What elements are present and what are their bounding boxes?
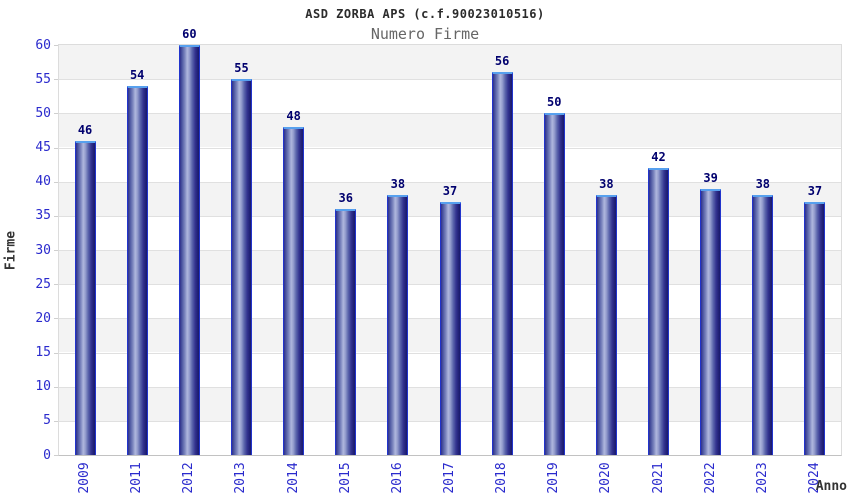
plot-area: 46 54 60 55 48 36 38 37 56 50 38 42 39 38 37 <box>58 27 842 456</box>
bar-2011 <box>126 86 148 455</box>
bar-value-label: 37 <box>442 184 458 199</box>
bar-2022 <box>700 188 722 455</box>
y-tick-mark <box>54 181 58 183</box>
bar-value-label: 50 <box>547 95 562 110</box>
bar-value-label: 46 <box>77 122 93 137</box>
y-tick-label: 60 <box>35 37 51 53</box>
bar-2014 <box>283 127 305 455</box>
x-tick-label: 2009 <box>77 462 93 494</box>
y-tick-mark <box>54 250 58 251</box>
y-tick-label: 45 <box>35 140 51 155</box>
y-tick-mark <box>54 79 58 81</box>
y-tick-label: 25 <box>35 276 51 292</box>
gridline <box>59 79 841 81</box>
gridline <box>59 147 841 149</box>
x-tick-label: 2013 <box>233 462 249 494</box>
x-tick-label: 2019 <box>546 462 562 494</box>
y-tick-label: 35 <box>35 208 51 224</box>
bar-2018 <box>491 72 513 455</box>
y-tick-mark <box>54 215 58 217</box>
y-tick-label: 5 <box>43 413 51 429</box>
x-tick-label: 2022 <box>702 462 718 494</box>
x-tick-label: 2017 <box>442 462 457 494</box>
x-tick-label: 2021 <box>650 462 666 494</box>
x-tick-label: 2023 <box>754 462 770 494</box>
grid-band <box>59 79 841 114</box>
bar-2013 <box>230 79 252 455</box>
y-tick-mark <box>54 147 58 149</box>
bar-value-label: 48 <box>286 109 301 123</box>
y-tick-label: 30 <box>35 242 51 258</box>
x-tick-label: 2018 <box>494 462 510 494</box>
bar-2017 <box>439 202 461 455</box>
bar-2021 <box>648 168 670 455</box>
x-tick-label: 2016 <box>389 462 405 494</box>
y-tick-mark <box>54 420 58 422</box>
y-tick-label: 15 <box>35 345 51 360</box>
bar-value-label: 55 <box>234 61 249 76</box>
y-tick-mark <box>54 318 58 320</box>
y-tick-mark <box>54 352 58 354</box>
chart-subtitle: Numero Firme <box>370 25 480 43</box>
bar-value-label: 42 <box>651 150 666 164</box>
bar-2020 <box>595 195 617 455</box>
y-tick-mark <box>54 45 58 46</box>
bar-2009 <box>74 140 96 455</box>
x-tick-label: 2020 <box>598 462 614 494</box>
y-tick-mark <box>54 284 58 286</box>
y-tick-label: 10 <box>35 379 51 395</box>
gridline <box>59 113 841 115</box>
bar-value-label: 38 <box>599 177 614 192</box>
bar-value-label: 60 <box>182 27 197 41</box>
y-tick-label: 20 <box>35 310 51 326</box>
bar-value-label: 36 <box>338 191 353 205</box>
bar-2012 <box>178 45 200 455</box>
bar-value-label: 37 <box>807 184 823 199</box>
y-tick-label: 50 <box>35 105 51 121</box>
y-tick-mark <box>54 113 58 115</box>
bar-value-label: 38 <box>390 177 406 192</box>
y-tick-mark <box>54 455 58 456</box>
bar-2016 <box>387 195 409 455</box>
x-tick-label: 2015 <box>337 462 353 494</box>
bar-2023 <box>752 195 774 455</box>
bar-2015 <box>335 209 357 455</box>
bar-2019 <box>543 113 565 455</box>
bar-value-label: 54 <box>129 68 145 82</box>
bar-2024 <box>804 202 826 455</box>
gridline <box>59 181 841 183</box>
chart-title: ASD ZORBA APS (c.f.90023010516) <box>305 7 545 21</box>
y-tick-label: 0 <box>43 447 51 463</box>
x-axis-title: Anno <box>815 479 847 494</box>
bar-value-label: 38 <box>755 177 771 192</box>
y-tick-label: 40 <box>35 174 51 190</box>
grid-band <box>59 113 841 148</box>
x-tick-label: 2011 <box>129 462 145 494</box>
grid-band <box>59 45 841 80</box>
bar-value-label: 56 <box>494 54 510 69</box>
x-tick-label: 2014 <box>285 462 301 494</box>
y-tick-mark <box>54 386 58 388</box>
bar-value-label: 39 <box>703 170 718 185</box>
x-tick-label: 2012 <box>181 462 197 494</box>
y-tick-label: 55 <box>35 71 51 87</box>
